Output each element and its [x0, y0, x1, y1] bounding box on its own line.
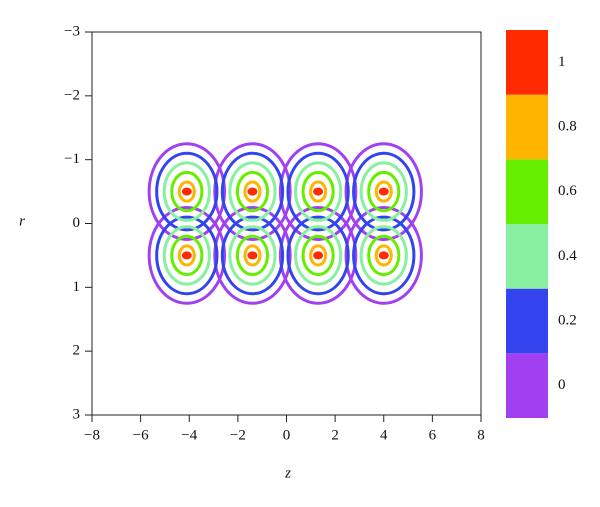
colorbar-label: 0.2 [558, 312, 577, 328]
colorbar-label: 1 [558, 54, 566, 70]
contour-line [286, 215, 350, 296]
contour-line [344, 142, 423, 241]
x-tick-label: −6 [133, 427, 149, 443]
colorbar-band [506, 94, 548, 160]
y-tick-label: −1 [64, 151, 80, 167]
contour-line [301, 234, 335, 277]
peak [313, 251, 324, 260]
contour-line [147, 206, 227, 305]
colorbar-label: 0.4 [558, 248, 577, 264]
peak [378, 187, 389, 196]
contour-line [243, 244, 262, 267]
contour-line [278, 142, 358, 241]
peak [247, 251, 258, 260]
x-tick-label: 4 [380, 427, 388, 443]
contour-line [147, 142, 227, 241]
contour-line [162, 161, 211, 222]
contour-line [155, 215, 219, 296]
colorbar-label: 0.6 [558, 183, 577, 199]
contour-line [344, 206, 423, 305]
colorbar-label: 0.8 [558, 118, 577, 134]
contour-line [374, 244, 393, 267]
y-tick-label: 3 [73, 406, 81, 422]
contour-line [359, 225, 408, 286]
colorbar-band [506, 30, 548, 95]
contour-line [374, 180, 393, 203]
peak [181, 251, 192, 260]
contour-line [359, 161, 408, 222]
contour-line [278, 206, 358, 305]
peak [313, 187, 324, 196]
contour-line [170, 234, 204, 277]
peak [247, 187, 258, 196]
x-tick-label: −8 [84, 427, 100, 443]
contour-line [235, 170, 270, 213]
x-tick-label: 8 [477, 427, 485, 443]
contour-line [213, 142, 292, 241]
contour-line [220, 215, 285, 296]
y-tick-label: 2 [73, 343, 81, 359]
contour-line [235, 234, 270, 277]
contour-line [293, 161, 343, 222]
x-tick-label: 6 [429, 427, 437, 443]
peak [378, 251, 389, 260]
contour-line [177, 180, 196, 203]
colorbar-band [506, 224, 548, 289]
contour-line [367, 234, 401, 277]
colorbar-band [506, 353, 548, 418]
x-axis-label: z [284, 465, 291, 481]
y-tick-label: 0 [73, 215, 81, 231]
contour-line [352, 151, 416, 232]
contour-line [367, 170, 401, 213]
contour-line [170, 170, 204, 213]
contour-line [177, 244, 196, 267]
peak [181, 187, 192, 196]
contour-line [293, 225, 343, 286]
contour-line [228, 225, 277, 286]
y-axis-label: r [19, 213, 25, 229]
contour-line [309, 180, 328, 203]
contour-line [213, 206, 292, 305]
contour-line [301, 170, 335, 213]
colorbar-band [506, 159, 548, 224]
y-tick-label: 1 [73, 279, 81, 295]
x-tick-label: 0 [283, 427, 291, 443]
x-tick-label: −2 [230, 427, 246, 443]
contour-line [243, 180, 262, 203]
contour-line [220, 151, 285, 232]
x-tick-label: 2 [331, 427, 339, 443]
plot-frame [91, 31, 482, 416]
colorbar-label: 0 [558, 377, 566, 393]
y-tick-label: −2 [64, 87, 80, 103]
y-tick-label: −3 [64, 23, 80, 39]
contour-line [286, 151, 350, 232]
contour-line [352, 215, 416, 296]
contour-line [228, 161, 277, 222]
contours [147, 142, 423, 305]
contour-line [155, 151, 219, 232]
colorbar-band [506, 288, 548, 354]
contour-line [309, 244, 328, 267]
x-tick-label: −4 [181, 427, 197, 443]
contour-line [162, 225, 211, 286]
